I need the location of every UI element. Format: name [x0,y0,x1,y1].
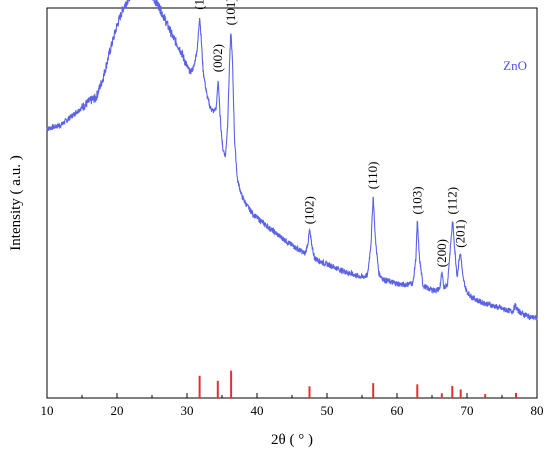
x-tick-label: 30 [181,403,194,418]
peak-label: (201) [453,220,468,248]
xrd-pattern-line [46,0,538,321]
peak-label: (102) [302,196,317,224]
xrd-pattern [46,0,538,321]
x-tick-label: 10 [41,403,54,418]
peak-label: (112) [445,187,460,215]
peak-label: (110) [365,162,380,190]
plot-border [46,7,538,399]
x-tick-label: 40 [251,403,264,418]
x-axis-label: 2θ ( ° ) [271,432,313,448]
x-tick-label: 80 [531,403,544,418]
x-tick-label: 20 [111,403,124,418]
x-tick-label: 50 [321,403,334,418]
peak-label: (200) [434,239,449,267]
y-axis-label: Intensity ( a.u. ) [8,155,24,250]
peak-label: (101) [223,0,238,25]
plot-frame [46,7,538,399]
peak-label: (103) [409,186,424,214]
legend-label: ZnO [503,58,527,73]
peak-labels: (100) (002) (101) (102) (110) (103) (200) (112)… [192,0,468,267]
x-axis-ticks: 10 20 30 40 50 60 70 80 [41,393,544,418]
peak-label: (100) [192,0,207,10]
x-tick-label: 70 [461,403,474,418]
reference-sticks [198,370,517,398]
peak-label: (002) [210,44,225,72]
x-tick-label: 60 [391,403,404,418]
